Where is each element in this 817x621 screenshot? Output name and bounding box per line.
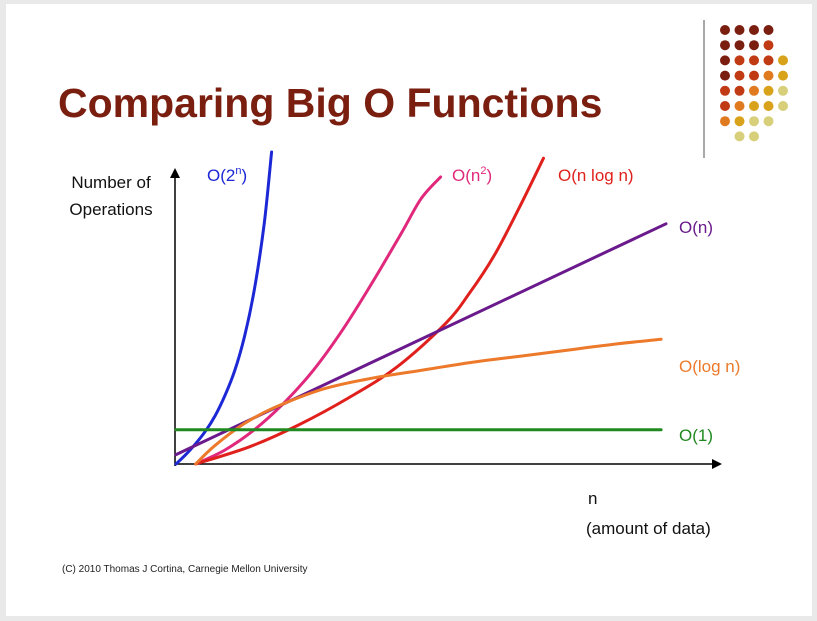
decorative-dot — [778, 101, 788, 111]
decorative-dot — [720, 85, 730, 96]
copyright-footer: (C) 2010 Thomas J Cortina, Carnegie Mell… — [62, 564, 308, 575]
decorative-dot — [734, 70, 745, 81]
series-label: O(n log n) — [558, 166, 634, 185]
series-line — [194, 337, 663, 466]
decorative-dot — [720, 70, 730, 81]
decorative-dot — [749, 116, 759, 127]
series-label: O(2n) — [207, 165, 247, 185]
decorative-dot — [720, 116, 730, 127]
decorative-dot — [778, 55, 788, 66]
decorative-dot — [763, 40, 774, 51]
y-axis-label-line2: Operations — [69, 200, 152, 219]
decorative-dot — [720, 55, 730, 66]
decorative-dot — [720, 40, 730, 51]
decorative-dot — [778, 70, 788, 81]
decorative-dot — [749, 40, 759, 51]
series-line — [194, 156, 545, 466]
decorative-dot-grid — [720, 25, 788, 142]
series-label: O(1) — [679, 426, 713, 445]
decorative-dot — [749, 25, 759, 35]
decorative-dot — [734, 131, 745, 142]
decorative-dot — [734, 101, 745, 111]
decorative-dot — [734, 55, 745, 66]
x-axis-label-line1: n — [588, 489, 597, 508]
slide — [6, 4, 812, 616]
series-label: O(n) — [679, 218, 713, 237]
decorative-dot — [763, 25, 774, 35]
y-axis-label-line1: Number of — [71, 173, 151, 192]
decorative-dot — [720, 101, 730, 111]
decorative-dot — [749, 85, 759, 96]
decorative-dot — [749, 101, 759, 111]
decorative-dot — [734, 25, 745, 35]
decorative-dot — [734, 40, 745, 51]
decorative-dot — [749, 131, 759, 142]
decorative-dot — [763, 116, 774, 127]
decorative-dot — [749, 55, 759, 66]
decorative-dot — [763, 70, 774, 81]
decorative-dot — [778, 85, 788, 96]
series-line — [194, 175, 443, 466]
decorative-dot — [763, 55, 774, 66]
decorative-dot — [749, 70, 759, 81]
x-axis-label-line2: (amount of data) — [586, 519, 711, 538]
series-label: O(log n) — [679, 357, 740, 376]
decorative-dot — [720, 25, 730, 35]
decorative-dot — [763, 85, 774, 96]
decorative-dot — [734, 85, 745, 96]
decorative-dot — [763, 101, 774, 111]
decorative-dot — [734, 116, 745, 127]
series-label: O(n2) — [452, 165, 492, 185]
slide-title: Comparing Big O Functions — [58, 80, 603, 126]
title-divider — [703, 20, 705, 158]
